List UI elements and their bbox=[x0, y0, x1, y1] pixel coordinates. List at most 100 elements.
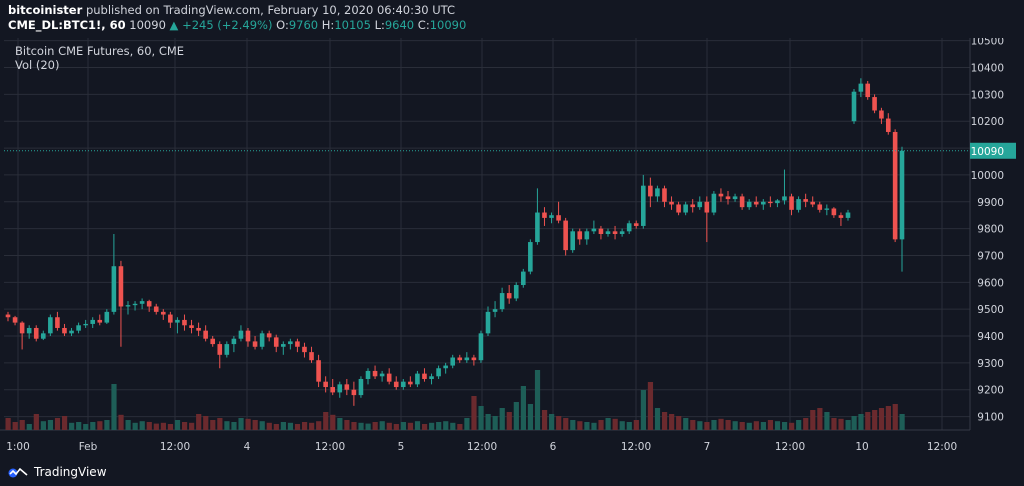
volume-bar bbox=[217, 418, 223, 430]
candle-body bbox=[612, 231, 618, 234]
volume-bar bbox=[443, 421, 449, 430]
candle-body bbox=[125, 305, 131, 307]
candle-body bbox=[90, 319, 96, 324]
volume-bar bbox=[358, 422, 364, 430]
x-tick-label: 12:00 bbox=[467, 441, 497, 453]
candle-body bbox=[485, 311, 491, 334]
change-value: +245 (+2.49%) bbox=[182, 18, 273, 32]
volume-bar bbox=[725, 420, 731, 430]
y-tick-label: 9800 bbox=[977, 224, 1004, 236]
candle-body bbox=[513, 285, 519, 299]
candle-body bbox=[892, 131, 898, 240]
brand-text: TradingView bbox=[34, 465, 107, 479]
volume-bar bbox=[541, 410, 548, 430]
candle-body bbox=[782, 196, 787, 201]
volume-bar bbox=[513, 402, 519, 430]
candle-body bbox=[899, 150, 905, 240]
publish-line: bitcoinister published on TradingView.co… bbox=[8, 3, 455, 17]
x-tick-label: 5 bbox=[398, 441, 405, 453]
y-tick-label: 9400 bbox=[977, 331, 1004, 343]
low-label: L: bbox=[374, 18, 385, 32]
candle-body bbox=[732, 196, 738, 200]
volume-bar bbox=[33, 414, 39, 430]
candle-body bbox=[160, 311, 166, 315]
open-value: 9760 bbox=[288, 18, 319, 32]
candle-body bbox=[5, 314, 11, 318]
volume-bar bbox=[273, 424, 279, 430]
volume-bar bbox=[824, 412, 830, 430]
volume-bar bbox=[810, 410, 816, 430]
volume-bar bbox=[294, 424, 301, 430]
tradingview-logo[interactable]: TradingView bbox=[8, 465, 107, 479]
candle-body bbox=[436, 368, 441, 377]
volume-bar bbox=[753, 421, 759, 430]
candle-body bbox=[570, 231, 576, 251]
high-label: H: bbox=[321, 18, 335, 32]
candle-body bbox=[189, 325, 194, 328]
volume-bar bbox=[393, 424, 399, 430]
volume-bar bbox=[817, 408, 823, 430]
volume-bar bbox=[323, 412, 329, 430]
candle-body bbox=[478, 333, 484, 361]
candle-body bbox=[768, 201, 773, 204]
volume-bar bbox=[372, 422, 378, 430]
candle-body bbox=[153, 306, 159, 312]
volume-bar bbox=[203, 416, 209, 430]
volume-bar bbox=[309, 422, 315, 430]
x-tick-label: 4 bbox=[244, 441, 251, 453]
author-name[interactable]: bitcoinister bbox=[8, 3, 83, 17]
volume-bar bbox=[845, 420, 851, 430]
volume-bar bbox=[647, 382, 654, 430]
volume-bar bbox=[478, 406, 484, 430]
volume-bar bbox=[280, 422, 286, 430]
volume-bar bbox=[865, 412, 871, 430]
volume-bar bbox=[429, 422, 435, 430]
candlestick-chart[interactable]: 9100 9200 9300 9400 9500 9600 9700 9800 9900 1000… bbox=[0, 38, 1024, 460]
candle-body bbox=[865, 83, 871, 98]
volume-bar bbox=[19, 420, 25, 430]
volume-bar bbox=[301, 422, 308, 430]
candle-body bbox=[697, 201, 703, 208]
candle-body bbox=[97, 319, 103, 323]
candle-body bbox=[872, 97, 877, 111]
volume-bar bbox=[661, 412, 668, 430]
volume-bar bbox=[499, 408, 505, 430]
candle-body bbox=[19, 322, 25, 334]
volume-bar bbox=[598, 420, 604, 430]
tradingview-icon bbox=[8, 467, 28, 478]
volume-bar bbox=[344, 420, 350, 430]
candle-body bbox=[365, 370, 371, 379]
symbol-label[interactable]: CME_DL:BTC1!, 60 bbox=[8, 18, 126, 32]
candle-body bbox=[323, 381, 328, 388]
volume-legend[interactable]: Vol (20) bbox=[15, 58, 60, 72]
volume-bar bbox=[139, 421, 145, 430]
volume-bar bbox=[351, 422, 357, 430]
candle-body bbox=[683, 204, 688, 213]
volume-bar bbox=[104, 420, 110, 430]
candle-body bbox=[48, 317, 53, 334]
candle-body bbox=[231, 338, 237, 345]
chart-legend-title[interactable]: Bitcoin CME Futures, 60, CME bbox=[15, 44, 185, 58]
volume-bar bbox=[858, 414, 864, 430]
y-tick-label: 9200 bbox=[977, 385, 1004, 397]
volume-bar bbox=[872, 410, 878, 430]
volume-bar bbox=[316, 421, 322, 430]
candle-body bbox=[224, 344, 230, 355]
volume-bar bbox=[407, 422, 414, 430]
x-tick-label: Feb bbox=[79, 441, 98, 453]
candle-body bbox=[238, 330, 244, 339]
candle-body bbox=[520, 271, 526, 286]
volume-bar bbox=[697, 421, 703, 430]
volume-bar bbox=[612, 418, 618, 430]
candle-body bbox=[796, 199, 801, 210]
chart-pane[interactable]: 9100 9200 9300 9400 9500 9600 9700 9800 9900 1000… bbox=[0, 38, 1024, 486]
candle-body bbox=[556, 215, 561, 221]
candle-body bbox=[718, 193, 724, 197]
volume-bar bbox=[563, 418, 569, 430]
y-tick-label: 9500 bbox=[977, 304, 1004, 316]
volume-bar bbox=[47, 420, 54, 430]
candle-body bbox=[499, 293, 505, 310]
candle-body bbox=[851, 91, 857, 122]
candle-body bbox=[55, 317, 60, 328]
candle-body bbox=[69, 330, 74, 334]
